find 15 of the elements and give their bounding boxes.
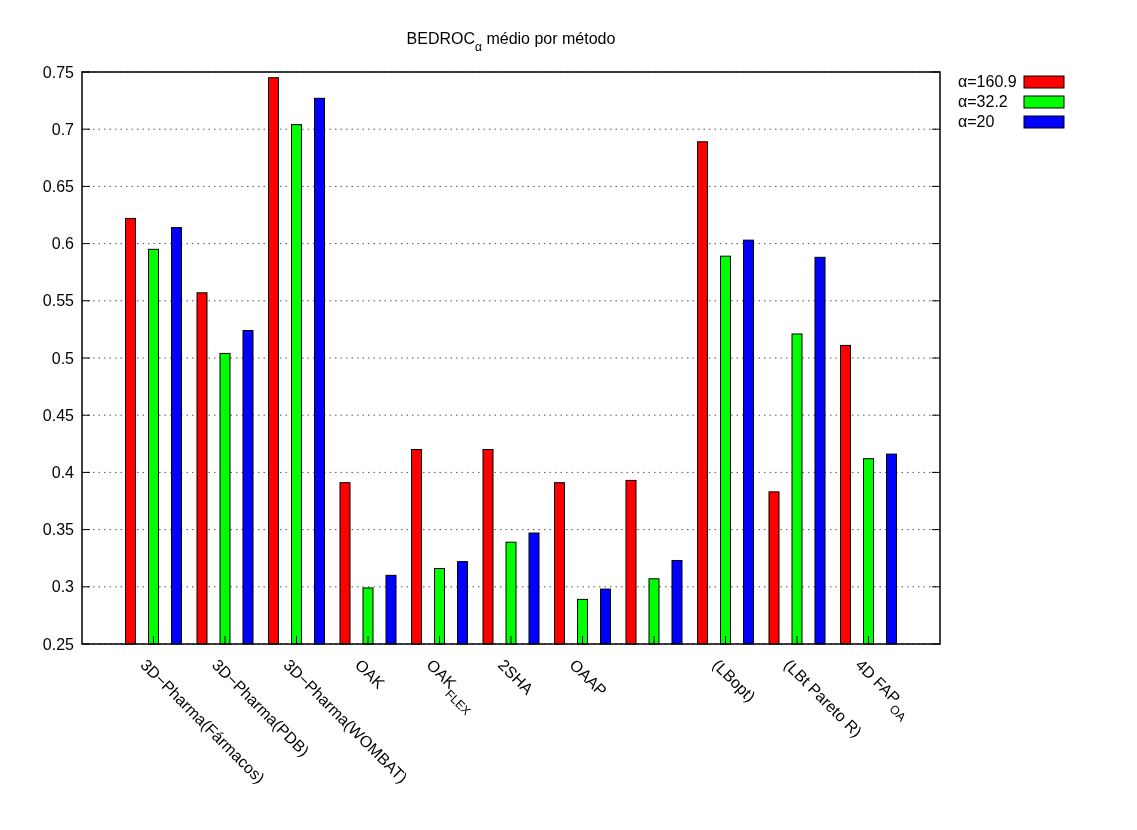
legend-label: α=20 [958, 113, 995, 130]
y-tick-label: 0.45 [42, 406, 75, 424]
legend-label: α=160.9 [958, 73, 1017, 90]
y-tick-label: 0.6 [51, 235, 75, 253]
y-tick-label: 0.65 [42, 178, 75, 195]
y-tick-label: 0.3 [51, 578, 75, 596]
legend-label: α=32.2 [958, 93, 1008, 110]
chart-title: BEDROC$_{α}$ médio por método [406, 30, 616, 54]
y-tick-label: 0.75 [42, 63, 75, 81]
y-tick-label: 0.5 [51, 349, 75, 367]
y-tick-label: 0.55 [42, 292, 75, 310]
y-tick-label: 0.7 [51, 120, 75, 138]
y-tick-label: 0.35 [42, 521, 75, 539]
y-tick-label: 0.25 [42, 635, 75, 653]
y-tick-label: 0.4 [51, 464, 75, 481]
